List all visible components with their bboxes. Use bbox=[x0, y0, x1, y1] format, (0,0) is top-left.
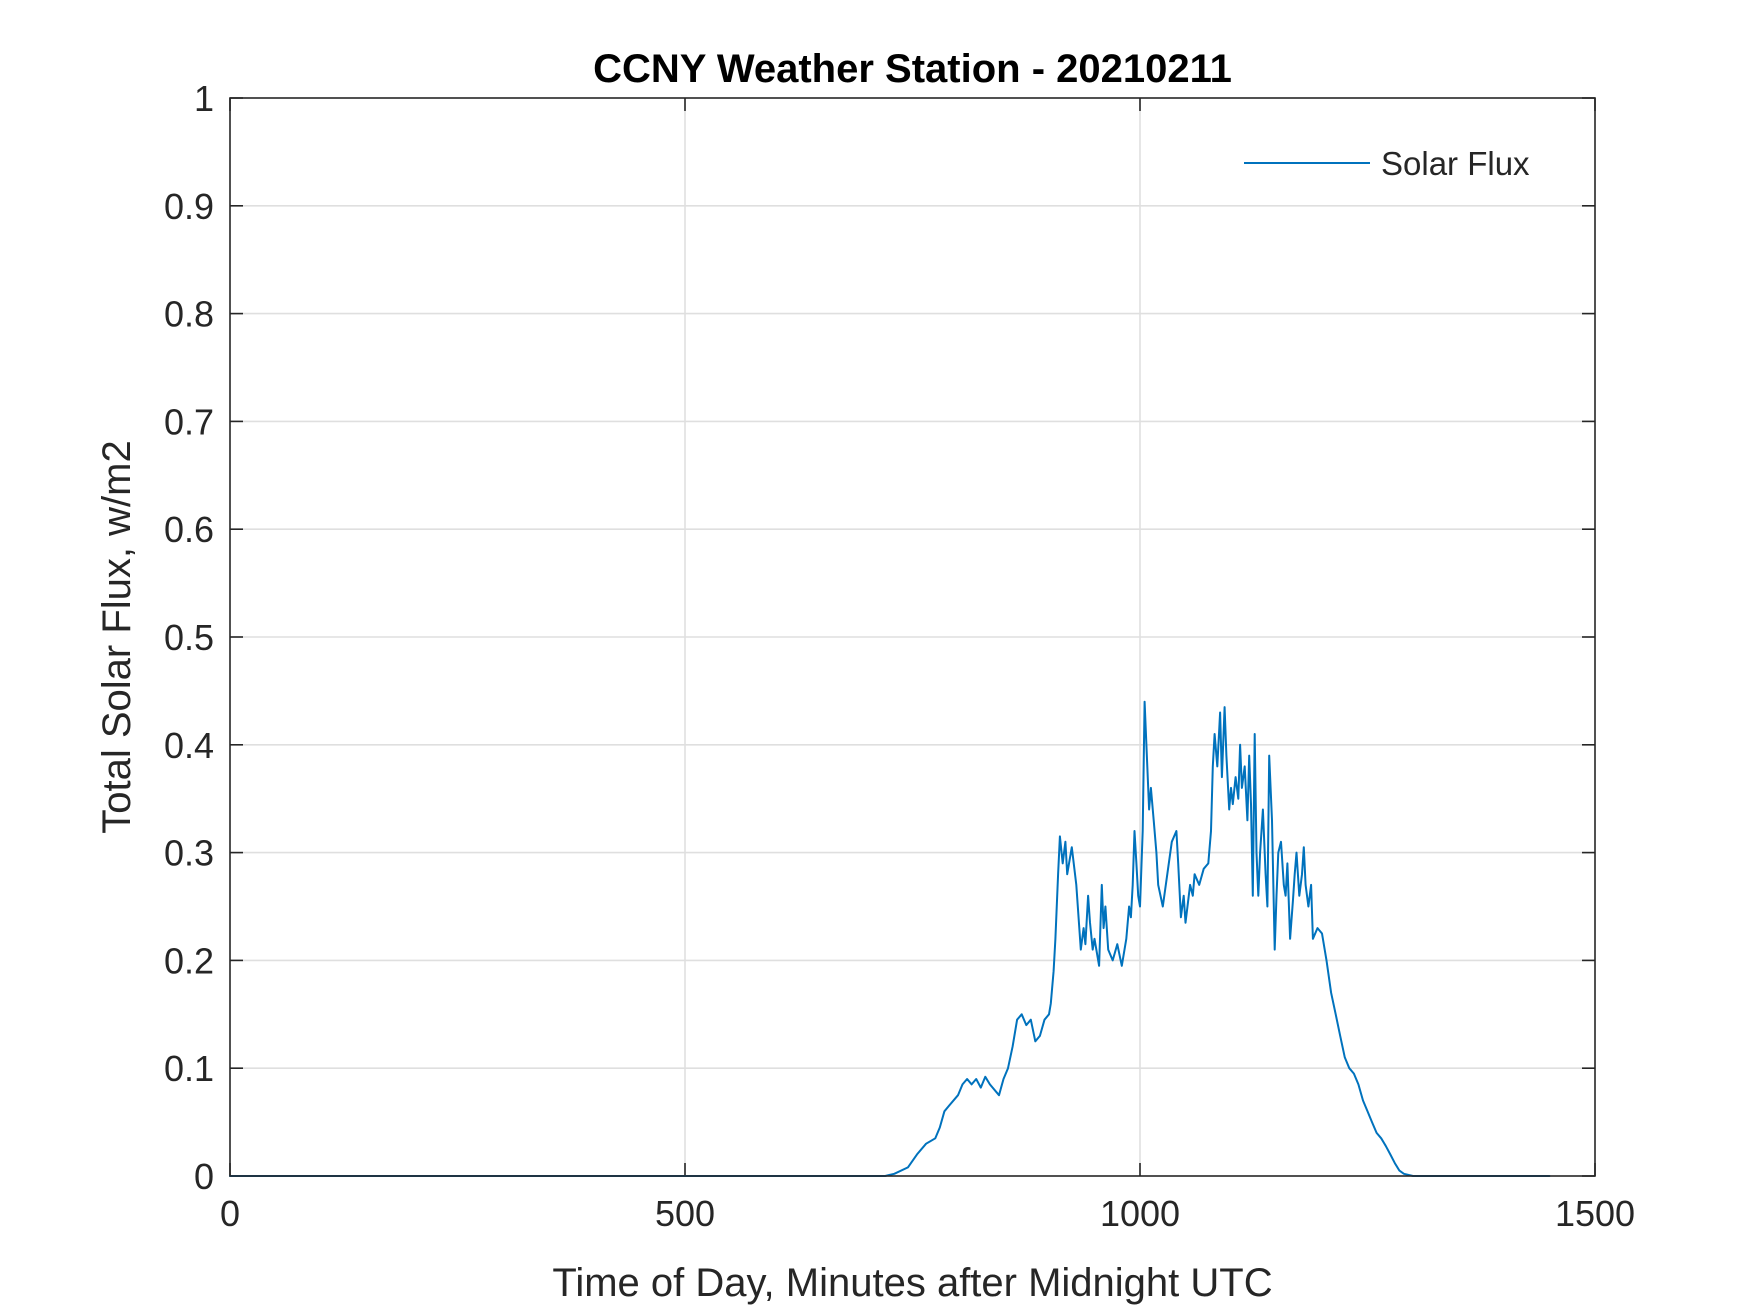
grid-lines bbox=[230, 98, 1595, 1176]
y-tick-label: 0 bbox=[194, 1156, 214, 1197]
y-tick-label: 0.9 bbox=[164, 186, 214, 227]
tick-labels: 0 0.1 0.2 0.3 0.4 0.5 0.6 0.7 0.8 0.9 1 0 500 1000 150… bbox=[164, 78, 1635, 1234]
y-tick-label: 0.8 bbox=[164, 294, 214, 335]
y-tick-label: 0.2 bbox=[164, 940, 214, 981]
legend: Solar Flux bbox=[1244, 145, 1530, 182]
x-tick-label: 0 bbox=[220, 1193, 240, 1234]
y-axis-label: Total Solar Flux, w/m2 bbox=[95, 440, 139, 833]
x-axis-label: Time of Day, Minutes after Midnight UTC bbox=[552, 1261, 1272, 1305]
y-tick-label: 0.3 bbox=[164, 833, 214, 874]
chart-title: CCNY Weather Station - 20210211 bbox=[593, 47, 1232, 91]
y-tick-label: 1 bbox=[194, 78, 214, 119]
y-tick-label: 0.4 bbox=[164, 725, 214, 766]
x-tick-label: 1000 bbox=[1100, 1193, 1180, 1234]
x-tick-label: 500 bbox=[655, 1193, 715, 1234]
legend-label-solar-flux: Solar Flux bbox=[1381, 145, 1530, 182]
y-tick-label: 0.6 bbox=[164, 509, 214, 550]
y-tick-label: 0.7 bbox=[164, 401, 214, 442]
x-tick-label: 1500 bbox=[1555, 1193, 1635, 1234]
series-layer bbox=[229, 700, 1551, 1177]
series-line-solar-flux bbox=[229, 700, 1551, 1177]
axes-box bbox=[229, 97, 1596, 1177]
y-tick-label: 0.1 bbox=[164, 1048, 214, 1089]
y-tick-label: 0.5 bbox=[164, 617, 214, 658]
